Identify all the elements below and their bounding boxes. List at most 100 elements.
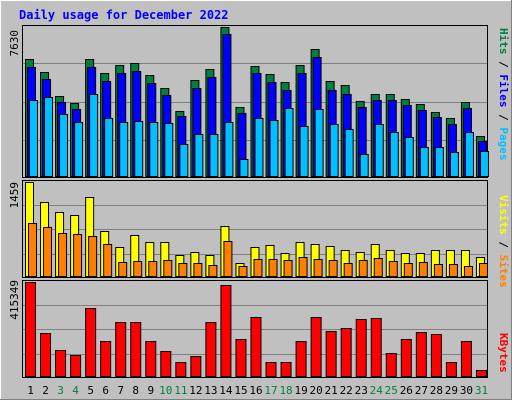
bar-pages-day-20 bbox=[314, 109, 324, 177]
x-tick-label: 14 bbox=[219, 384, 233, 397]
chart-panels bbox=[22, 25, 489, 378]
bar-pages-day-8 bbox=[134, 121, 144, 177]
bar-kbytes-day-10 bbox=[160, 351, 172, 377]
bar-kbytes-day-23 bbox=[355, 319, 367, 377]
bar-kbytes-day-5 bbox=[85, 308, 97, 377]
bar-kbytes-day-29 bbox=[445, 362, 457, 377]
bar-sites-day-31 bbox=[478, 263, 488, 277]
bar-pages-day-27 bbox=[419, 147, 429, 177]
bar-sites-day-15 bbox=[238, 266, 248, 277]
bar-sites-day-21 bbox=[328, 260, 338, 277]
x-tick-label: 3 bbox=[57, 384, 64, 397]
bar-sites-day-3 bbox=[58, 233, 68, 277]
bar-pages-day-19 bbox=[299, 126, 309, 177]
bar-sites-day-13 bbox=[208, 265, 218, 277]
bar-pages-day-4 bbox=[74, 122, 84, 177]
x-tick-label: 15 bbox=[234, 384, 247, 397]
x-tick-label: 20 bbox=[310, 384, 323, 397]
x-tick-label: 26 bbox=[400, 384, 413, 397]
bar-pages-day-24 bbox=[374, 124, 384, 177]
bar-pages-day-15 bbox=[239, 159, 249, 177]
bar-pages-day-29 bbox=[449, 152, 459, 177]
bar-kbytes-day-27 bbox=[415, 332, 427, 377]
bar-kbytes-day-28 bbox=[430, 334, 442, 377]
bar-sites-day-14 bbox=[223, 241, 233, 277]
bar-kbytes-day-15 bbox=[235, 339, 247, 377]
bar-sites-day-20 bbox=[313, 259, 323, 277]
bar-kbytes-day-3 bbox=[55, 350, 67, 377]
bar-kbytes-day-6 bbox=[100, 341, 112, 377]
bar-sites-day-7 bbox=[118, 262, 128, 277]
bar-pages-day-2 bbox=[44, 97, 54, 177]
x-axis-day-labels: 1 2 3 4 5 6 7 8 9 10 11 12 13 14 15 16 17 18 19 20 21 22 23 24 2… bbox=[27, 384, 488, 397]
bar-sites-day-22 bbox=[343, 263, 353, 277]
bar-pages-day-18 bbox=[284, 108, 294, 177]
bar-pages-day-25 bbox=[389, 132, 399, 177]
x-tick-label: 21 bbox=[325, 384, 338, 397]
legend-kbytes: KBytes bbox=[497, 333, 510, 373]
sites-visits-panel bbox=[22, 180, 488, 278]
kbytes-panel bbox=[22, 280, 488, 378]
x-tick-label: 11 bbox=[174, 384, 187, 397]
x-tick-label: 16 bbox=[249, 384, 262, 397]
y-max-label-usage: 7630 bbox=[8, 30, 21, 57]
bar-kbytes-day-21 bbox=[325, 331, 337, 377]
bar-kbytes-day-11 bbox=[175, 362, 187, 377]
x-tick-label: 31 bbox=[475, 384, 488, 397]
x-tick-label: 24 bbox=[370, 384, 384, 397]
bar-pages-day-10 bbox=[164, 123, 174, 177]
bar-sites-day-1 bbox=[28, 223, 37, 277]
bar-pages-day-16 bbox=[254, 118, 264, 177]
x-tick-label: 22 bbox=[340, 384, 353, 397]
bar-sites-day-10 bbox=[163, 260, 173, 277]
bar-pages-day-7 bbox=[119, 122, 129, 177]
x-tick-label: 28 bbox=[430, 384, 443, 397]
bar-pages-day-5 bbox=[89, 94, 99, 177]
legend-sites-visits: Visits / Sites bbox=[497, 195, 510, 288]
x-tick-label: 12 bbox=[189, 384, 202, 397]
legend-usage: Hits / Files / Pages bbox=[497, 28, 510, 161]
bar-pages-day-31 bbox=[479, 151, 489, 177]
bar-kbytes-day-13 bbox=[205, 322, 217, 377]
bar-pages-day-21 bbox=[329, 124, 339, 177]
bar-kbytes-day-14 bbox=[220, 285, 232, 377]
chart-title: Daily usage for December 2022 bbox=[19, 8, 229, 22]
x-tick-label: 10 bbox=[159, 384, 172, 397]
bar-kbytes-day-1 bbox=[25, 282, 36, 377]
bar-kbytes-day-19 bbox=[295, 341, 307, 377]
bar-sites-day-17 bbox=[268, 259, 278, 277]
bar-sites-day-12 bbox=[193, 263, 203, 277]
legend-hits: Hits bbox=[497, 28, 510, 55]
bar-sites-day-30 bbox=[463, 266, 473, 277]
bar-pages-day-14 bbox=[224, 122, 234, 177]
bar-sites-day-27 bbox=[418, 262, 428, 277]
usage-panel bbox=[22, 25, 489, 178]
bar-kbytes-day-18 bbox=[280, 362, 292, 377]
bar-sites-day-18 bbox=[283, 260, 293, 277]
legend-pages: Pages bbox=[497, 127, 510, 160]
bar-sites-day-19 bbox=[298, 257, 308, 277]
bar-pages-day-1 bbox=[29, 100, 38, 177]
bar-pages-day-28 bbox=[434, 147, 444, 177]
x-tick-label: 13 bbox=[204, 384, 217, 397]
bar-sites-day-16 bbox=[253, 259, 263, 277]
x-tick-label: 8 bbox=[132, 384, 139, 397]
legend-visits: Visits bbox=[497, 195, 510, 235]
legend-sites: Sites bbox=[497, 255, 510, 288]
bar-kbytes-day-2 bbox=[40, 333, 52, 377]
bar-pages-day-11 bbox=[179, 144, 189, 177]
bar-sites-day-24 bbox=[373, 258, 383, 277]
bar-pages-day-26 bbox=[404, 137, 414, 177]
bar-kbytes-day-26 bbox=[400, 339, 412, 377]
x-tick-label: 6 bbox=[102, 384, 109, 397]
x-tick-label: 4 bbox=[72, 384, 79, 397]
bar-pages-day-9 bbox=[149, 122, 159, 177]
bar-pages-day-12 bbox=[194, 134, 204, 177]
bar-kbytes-day-17 bbox=[265, 362, 277, 377]
legend-files: Files bbox=[497, 74, 510, 107]
bar-sites-day-25 bbox=[388, 261, 398, 277]
bar-sites-day-28 bbox=[433, 264, 443, 277]
x-tick-label: 25 bbox=[385, 384, 398, 397]
bar-kbytes-day-30 bbox=[460, 341, 472, 377]
